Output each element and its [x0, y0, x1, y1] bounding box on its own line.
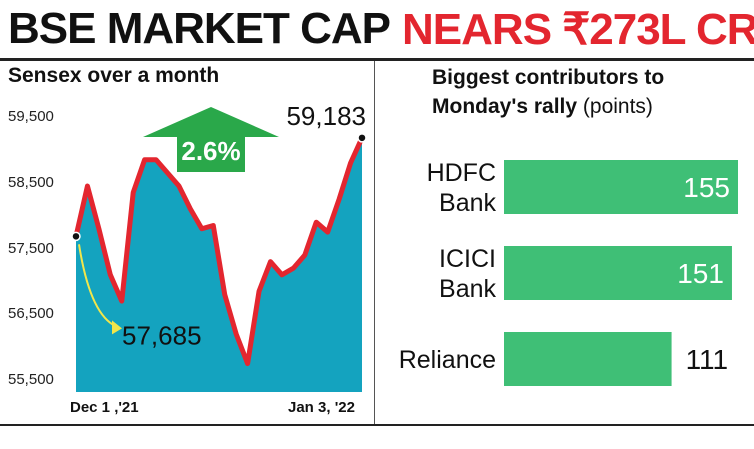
top-rule: [0, 58, 754, 61]
contributors-title-line1: Biggest contributors to: [432, 66, 665, 89]
contributors-title-unit: (points): [582, 95, 653, 118]
contributor-value-label: 111: [686, 344, 729, 375]
start-value-leader: [78, 244, 117, 328]
bottom-rule: [0, 424, 754, 426]
sensex-end-point: [357, 133, 367, 143]
sensex-x-start-label: Dec 1 ,'21: [70, 399, 139, 416]
contributor-bar: [504, 160, 738, 214]
sensex-start-point: [71, 231, 81, 242]
headline-part2: NEARS ₹273L CR: [402, 4, 754, 54]
contributor-value-label: 151: [677, 258, 724, 289]
contributor-label: HDFC: [427, 159, 496, 187]
contributors-title-text: Monday's rally: [432, 95, 578, 118]
contributor-label: Bank: [439, 189, 496, 217]
change-arrow-icon: [143, 107, 279, 172]
sensex-start-value-label: 57,685: [122, 320, 202, 350]
contributor-bar: [504, 246, 732, 300]
panel-divider: [374, 61, 375, 424]
sensex-y-tick-label: 57,500: [8, 239, 54, 257]
sensex-y-tick-label: 59,500: [8, 108, 54, 125]
contributor-label: Bank: [439, 275, 496, 303]
sensex-chart-title: Sensex over a month: [8, 64, 220, 87]
contributor-label: ICICI: [439, 245, 496, 273]
contributor-value-label: 155: [683, 172, 730, 203]
contributor-label: Reliance: [399, 346, 496, 374]
sensex-change-label: 2.6%: [181, 136, 240, 166]
sensex-x-end-label: Jan 3, '22: [288, 399, 355, 416]
headline: BSE MARKET CAP NEARS ₹273L CR: [0, 0, 754, 58]
sensex-line: [73, 135, 365, 367]
contributor-bar: [504, 332, 672, 386]
start-value-leader-arrowhead: [112, 320, 122, 335]
sensex-y-tick-label: 56,500: [8, 305, 54, 323]
sensex-end-value-label: 59,183: [286, 101, 366, 131]
sensex-y-tick-label: 58,500: [8, 173, 54, 191]
headline-part1: BSE MARKET CAP: [8, 4, 391, 53]
contributors-title-line2: Monday's rally (points): [432, 93, 653, 120]
sensex-y-tick-label: 55,500: [8, 371, 54, 388]
